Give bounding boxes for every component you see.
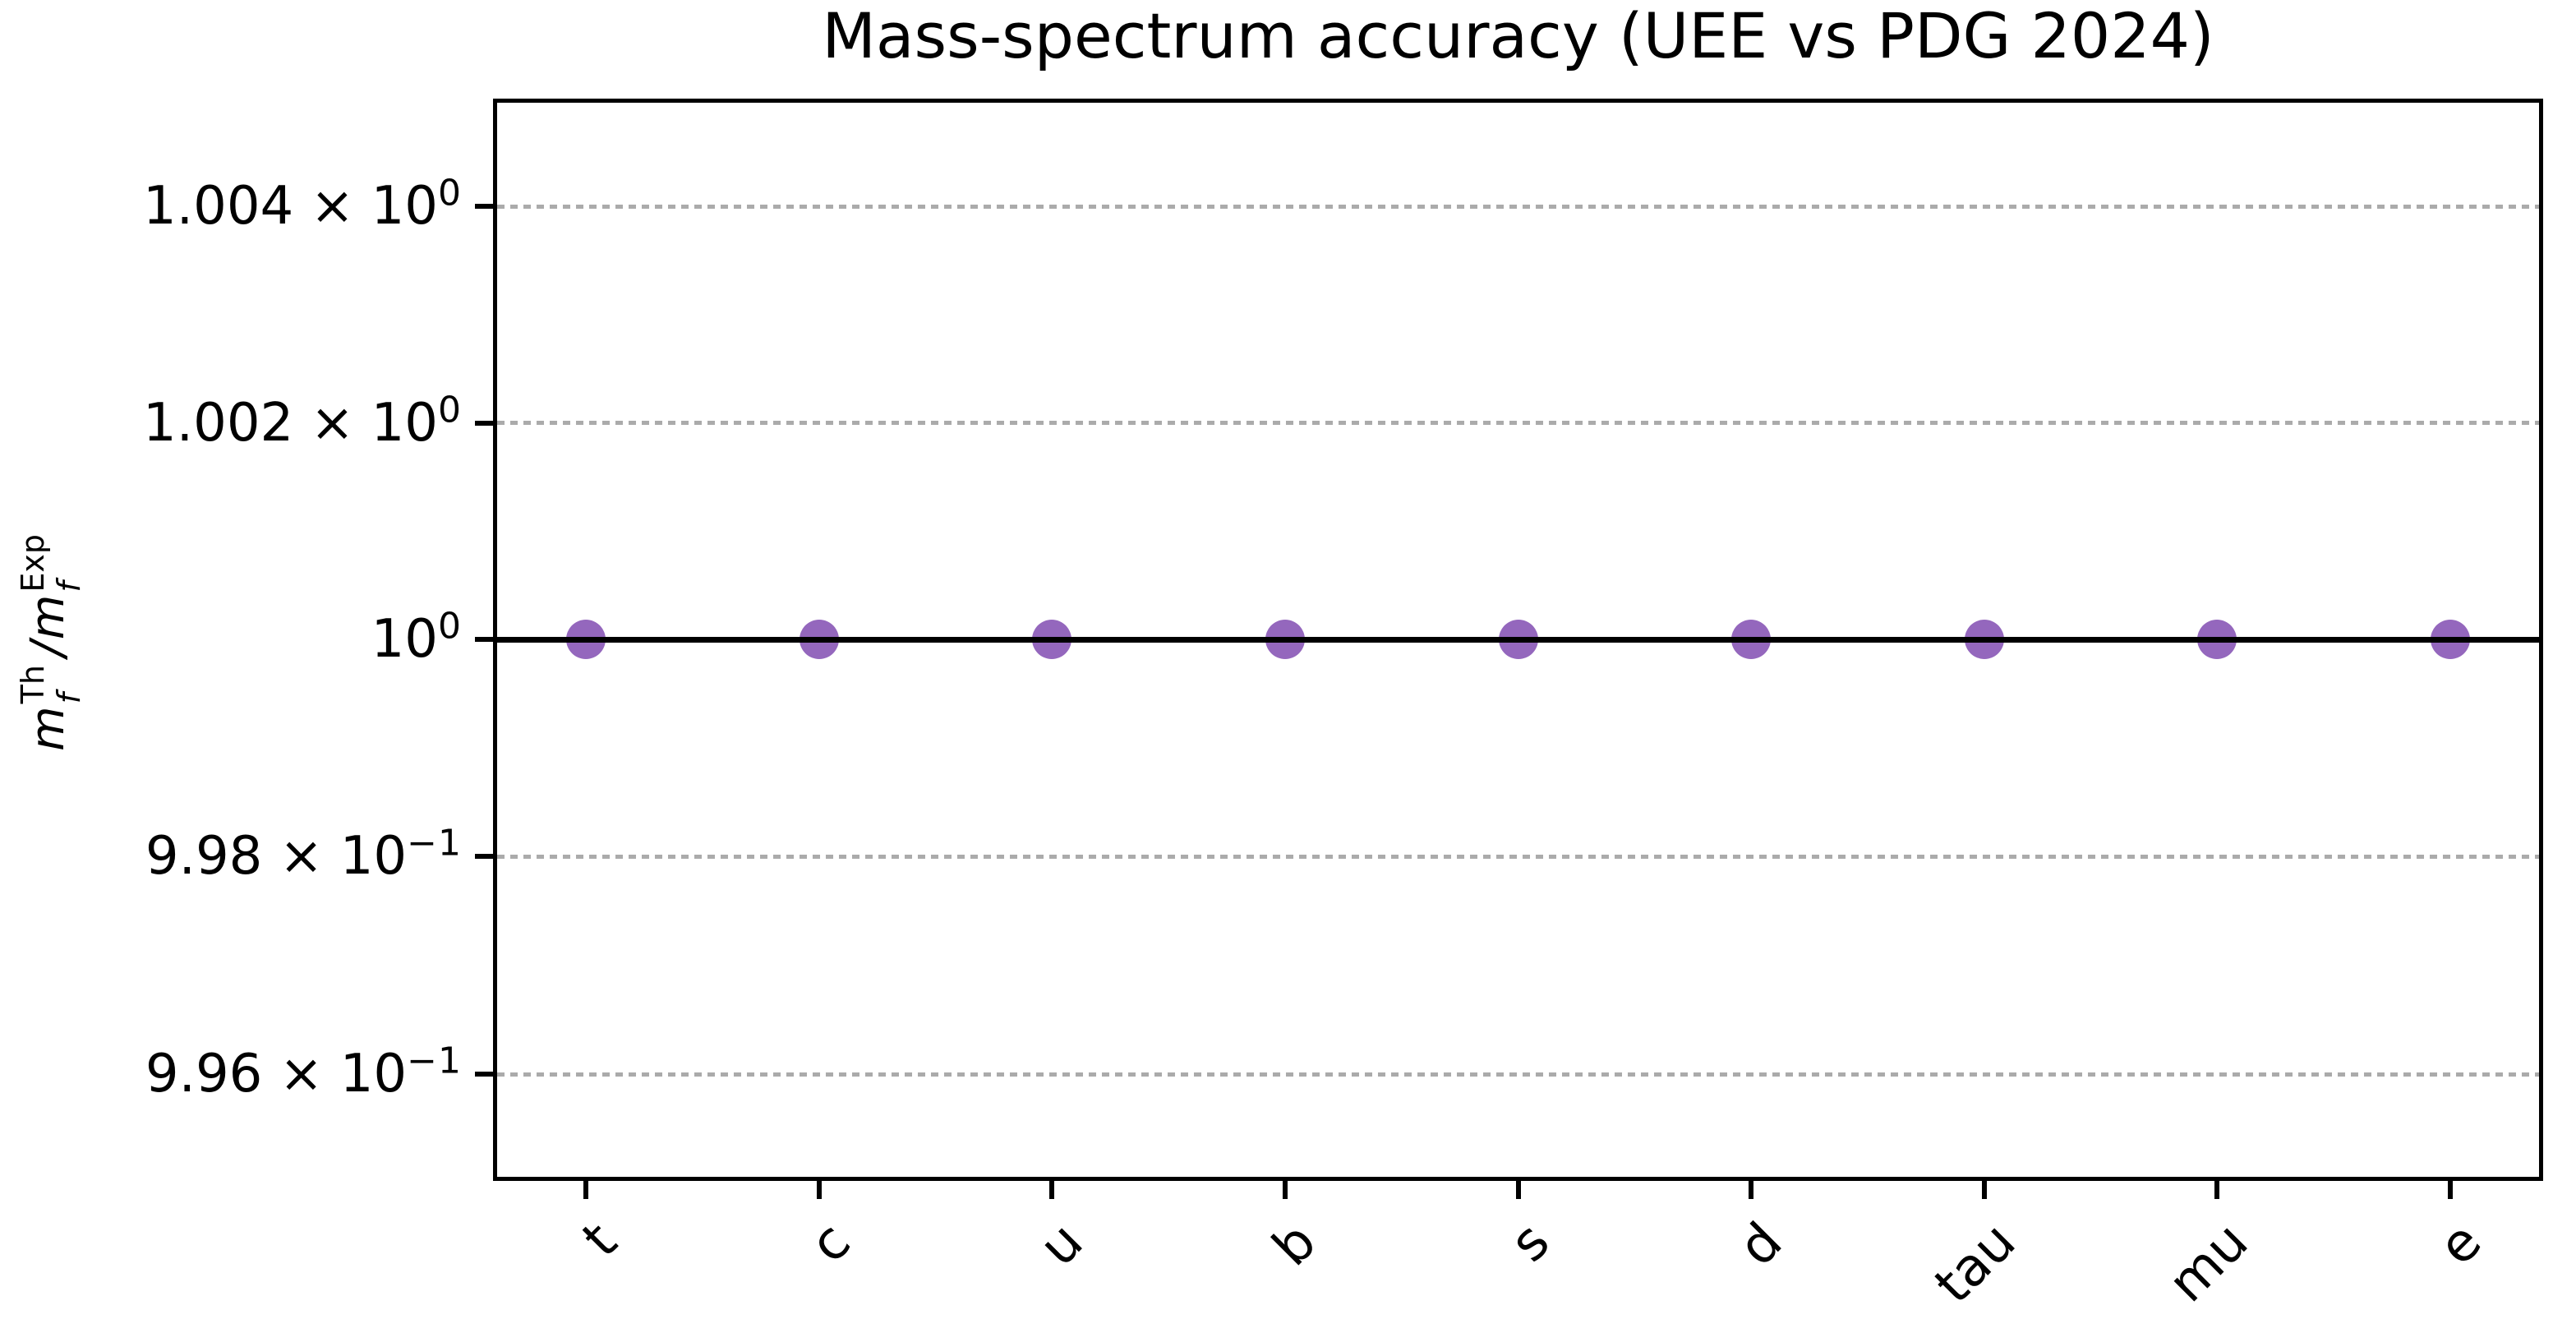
ylabel-scripts-2: Exp f [15, 534, 87, 593]
y-tick-label: 9.96 × 10−1 [0, 1041, 462, 1107]
x-tick-mark [2448, 1181, 2453, 1199]
y-tick-exponent: −1 [407, 823, 462, 865]
x-tick-mark [1981, 1181, 1987, 1199]
x-tick-label: e [2427, 1211, 2494, 1278]
y-tick-label: 100 [0, 606, 462, 672]
x-tick-label: tau [1923, 1211, 2028, 1316]
y-tick-mantissa: 1.002 × 10 [143, 392, 438, 454]
y-tick-mark [475, 1072, 493, 1077]
reference-line [497, 636, 2539, 643]
ylabel-sup-2: Exp [15, 534, 51, 593]
grid-line [497, 421, 2539, 425]
ylabel-base-1: m [21, 706, 76, 751]
grid-line [497, 204, 2539, 209]
grid-line [497, 1072, 2539, 1077]
y-tick-label: 9.98 × 10−1 [0, 823, 462, 889]
y-tick-label: 1.002 × 100 [0, 390, 462, 456]
x-tick-label: b [1261, 1211, 1329, 1279]
x-tick-label: s [1498, 1211, 1561, 1274]
y-tick-mantissa: 9.96 × 10 [145, 1044, 408, 1105]
x-tick-mark [2214, 1181, 2220, 1199]
chart-title: Mass-spectrum accuracy (UEE vs PDG 2024) [822, 0, 2214, 72]
x-tick-label: u [1028, 1211, 1095, 1279]
x-tick-label: d [1727, 1211, 1795, 1279]
y-tick-mark [475, 420, 493, 426]
y-tick-mark [475, 204, 493, 210]
x-tick-label: mu [2157, 1211, 2260, 1315]
x-tick-mark [1749, 1181, 1754, 1199]
y-tick-mantissa: 1.004 × 10 [143, 176, 438, 238]
y-tick-mantissa: 9.98 × 10 [145, 826, 408, 888]
x-tick-mark [1282, 1181, 1288, 1199]
y-tick-exponent: 0 [438, 173, 462, 215]
y-tick-mark [475, 854, 493, 860]
grid-line [497, 854, 2539, 859]
x-tick-mark [816, 1181, 822, 1199]
ylabel-sub-2: f [51, 581, 87, 593]
x-tick-mark [1049, 1181, 1055, 1199]
y-tick-mark [475, 637, 493, 643]
y-tick-exponent: 0 [438, 605, 462, 648]
y-tick-label: 1.004 × 100 [0, 173, 462, 239]
x-tick-mark [1515, 1181, 1521, 1199]
y-tick-exponent: −1 [407, 1040, 462, 1082]
x-tick-label: t [571, 1211, 629, 1270]
plot-area [493, 99, 2543, 1181]
x-tick-mark [583, 1181, 588, 1199]
x-tick-label: c [798, 1211, 862, 1275]
y-tick-mantissa: 10 [371, 609, 438, 671]
y-tick-exponent: 0 [438, 389, 462, 431]
